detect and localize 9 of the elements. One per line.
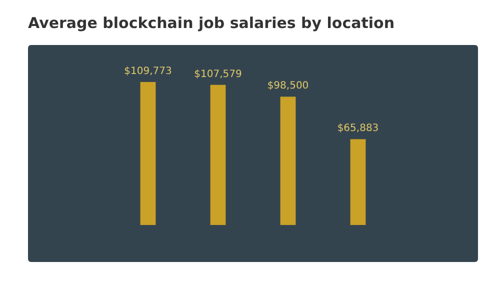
data-label: $109,773: [124, 66, 172, 77]
bar: [350, 139, 366, 225]
bar: [140, 82, 156, 225]
data-label: $98,500: [267, 80, 309, 92]
data-label: $107,579: [194, 68, 242, 80]
bar: [280, 96, 296, 225]
bar: [210, 84, 226, 225]
chart-title: Average blockchain job salaries by location: [28, 14, 395, 32]
data-label: $65,883: [337, 123, 379, 134]
